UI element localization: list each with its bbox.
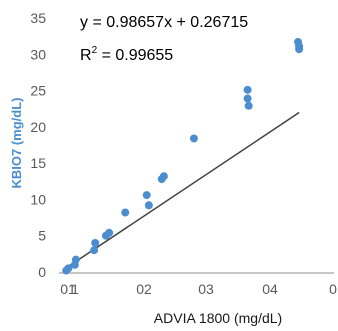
y-tick-labels: 0 5 10 15 20 25 30 35 [30,10,46,280]
data-point [71,255,80,264]
x-tick-label: 02 [136,281,152,297]
x-tick-label: 01 [60,281,76,297]
x-tick-label: 0 [329,281,337,297]
data-point [105,228,114,237]
data-point [243,94,252,103]
y-tick-label: 5 [38,228,46,244]
y-axis-title: KBIO7 (mg/dL) [9,98,24,189]
data-point [64,264,73,273]
data-point [159,172,168,181]
y-tick-label: 35 [30,10,46,26]
data-point [121,208,130,217]
data-point [90,246,99,255]
r-squared-value: = 0.99655 [97,47,173,64]
y-tick-label: 20 [30,119,46,135]
data-point [142,191,151,200]
y-tick-label: 10 [30,191,46,207]
data-point [295,42,304,51]
y-tick-label: 0 [38,264,46,280]
trendline-equation: y = 0.98657x + 0.26715 [80,14,248,31]
data-point [243,85,252,94]
data-point [91,238,100,247]
x-tick-label: 03 [198,281,214,297]
x-tick-labels: 011 02 03 04 0 [60,281,337,297]
r-squared-superscript: 2 [92,45,98,56]
data-point [144,201,153,210]
data-points [62,37,304,275]
r-squared-label: R2 = 0.99655 [80,45,173,64]
data-point [244,101,253,110]
trendline [62,111,300,271]
x-tick-label: 04 [262,281,278,297]
y-tick-label: 25 [30,83,46,99]
y-tick-label: 15 [30,155,46,171]
x-axis-title: ADVIA 1800 (mg/dL) [154,310,282,326]
y-tick-label: 30 [30,46,46,62]
x-tick-label: 1 [71,281,79,297]
r-squared-prefix: R [80,47,92,64]
data-point [189,134,198,143]
